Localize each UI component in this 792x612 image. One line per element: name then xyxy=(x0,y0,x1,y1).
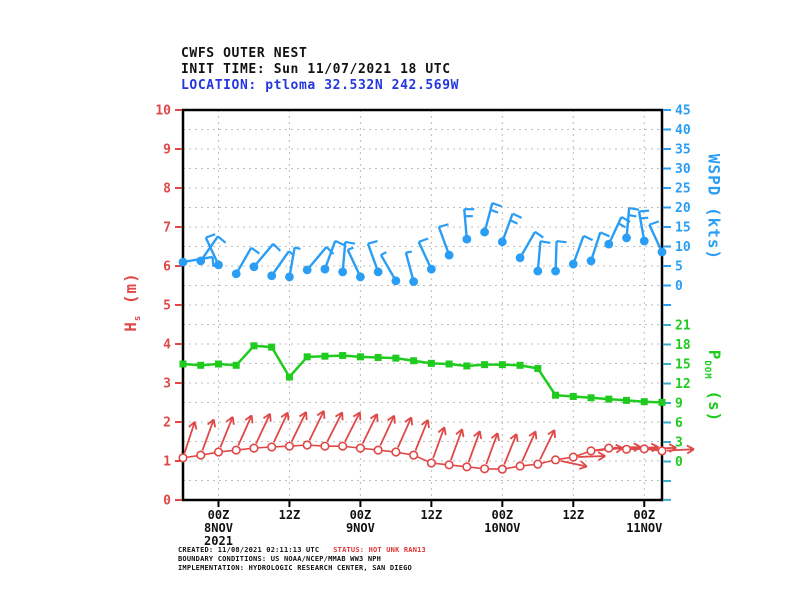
pdom-axis-ticks: 21 18 15 12 9 6 3 0 xyxy=(663,319,691,501)
svg-text:0: 0 xyxy=(163,494,171,509)
svg-text:9: 9 xyxy=(163,143,171,158)
svg-text:8: 8 xyxy=(163,182,171,197)
svg-text:0: 0 xyxy=(675,455,683,470)
svg-text:6: 6 xyxy=(675,416,683,431)
plot-border xyxy=(181,108,664,502)
svg-text:4: 4 xyxy=(163,338,171,353)
time-axis-ticks: 00Z 8NOV 2021 12Z 00Z 9NOV 12Z 00Z 10NOV 12Z 00Z 11… xyxy=(204,500,662,548)
svg-text:30: 30 xyxy=(675,162,691,177)
svg-text:18: 18 xyxy=(675,338,691,353)
svg-text:12Z: 12Z xyxy=(562,508,584,522)
gridlines xyxy=(183,110,662,500)
svg-text:15: 15 xyxy=(675,221,691,236)
svg-text:35: 35 xyxy=(675,143,691,158)
svg-text:21: 21 xyxy=(675,319,691,334)
hs-axis-ticks: 0 1 2 3 4 5 6 7 8 9 10 xyxy=(155,104,182,509)
svg-text:5: 5 xyxy=(675,260,683,275)
footer-implementation: IMPLEMENTATION: HYDROLOGIC RESEARCH CENT… xyxy=(178,564,412,572)
footer-boundary: BOUNDARY CONDITIONS: US NOAA/NCEP/MMAB W… xyxy=(178,555,382,563)
svg-text:40: 40 xyxy=(675,123,691,138)
svg-text:2: 2 xyxy=(163,416,171,431)
pdom-series xyxy=(179,342,666,406)
svg-text:3: 3 xyxy=(675,436,683,451)
svg-text:0: 0 xyxy=(675,279,683,294)
hs-series xyxy=(178,410,695,474)
wspd-axis-ticks: 45 40 35 30 25 20 15 10 5 0 xyxy=(663,104,691,306)
svg-text:20: 20 xyxy=(675,201,691,216)
svg-text:7: 7 xyxy=(163,221,171,236)
svg-text:1: 1 xyxy=(163,455,171,470)
footer-status: STATUS: HOT UNK RAN13 xyxy=(333,546,426,554)
svg-text:15: 15 xyxy=(675,358,691,373)
svg-text:3: 3 xyxy=(163,377,171,392)
svg-text:12Z: 12Z xyxy=(279,508,301,522)
svg-text:12: 12 xyxy=(675,377,691,392)
page-title: CWFS OUTER NEST xyxy=(181,46,308,61)
svg-text:10: 10 xyxy=(675,240,691,255)
svg-text:6: 6 xyxy=(163,260,171,275)
location-text: LOCATION: ptloma 32.532N 242.569W xyxy=(181,78,460,93)
svg-text:12Z: 12Z xyxy=(421,508,443,522)
svg-text:5: 5 xyxy=(163,299,171,314)
init-time-text: INIT TIME: Sun 11/07/2021 18 UTC xyxy=(181,62,451,77)
footer-created: CREATED: 11/08/2021 02:11:13 UTC STATUS: … xyxy=(178,546,426,554)
svg-text:45: 45 xyxy=(675,104,691,119)
svg-text:25: 25 xyxy=(675,182,691,197)
svg-text:10: 10 xyxy=(155,104,171,119)
wspd-series xyxy=(178,202,667,286)
svg-text:9: 9 xyxy=(675,397,683,412)
